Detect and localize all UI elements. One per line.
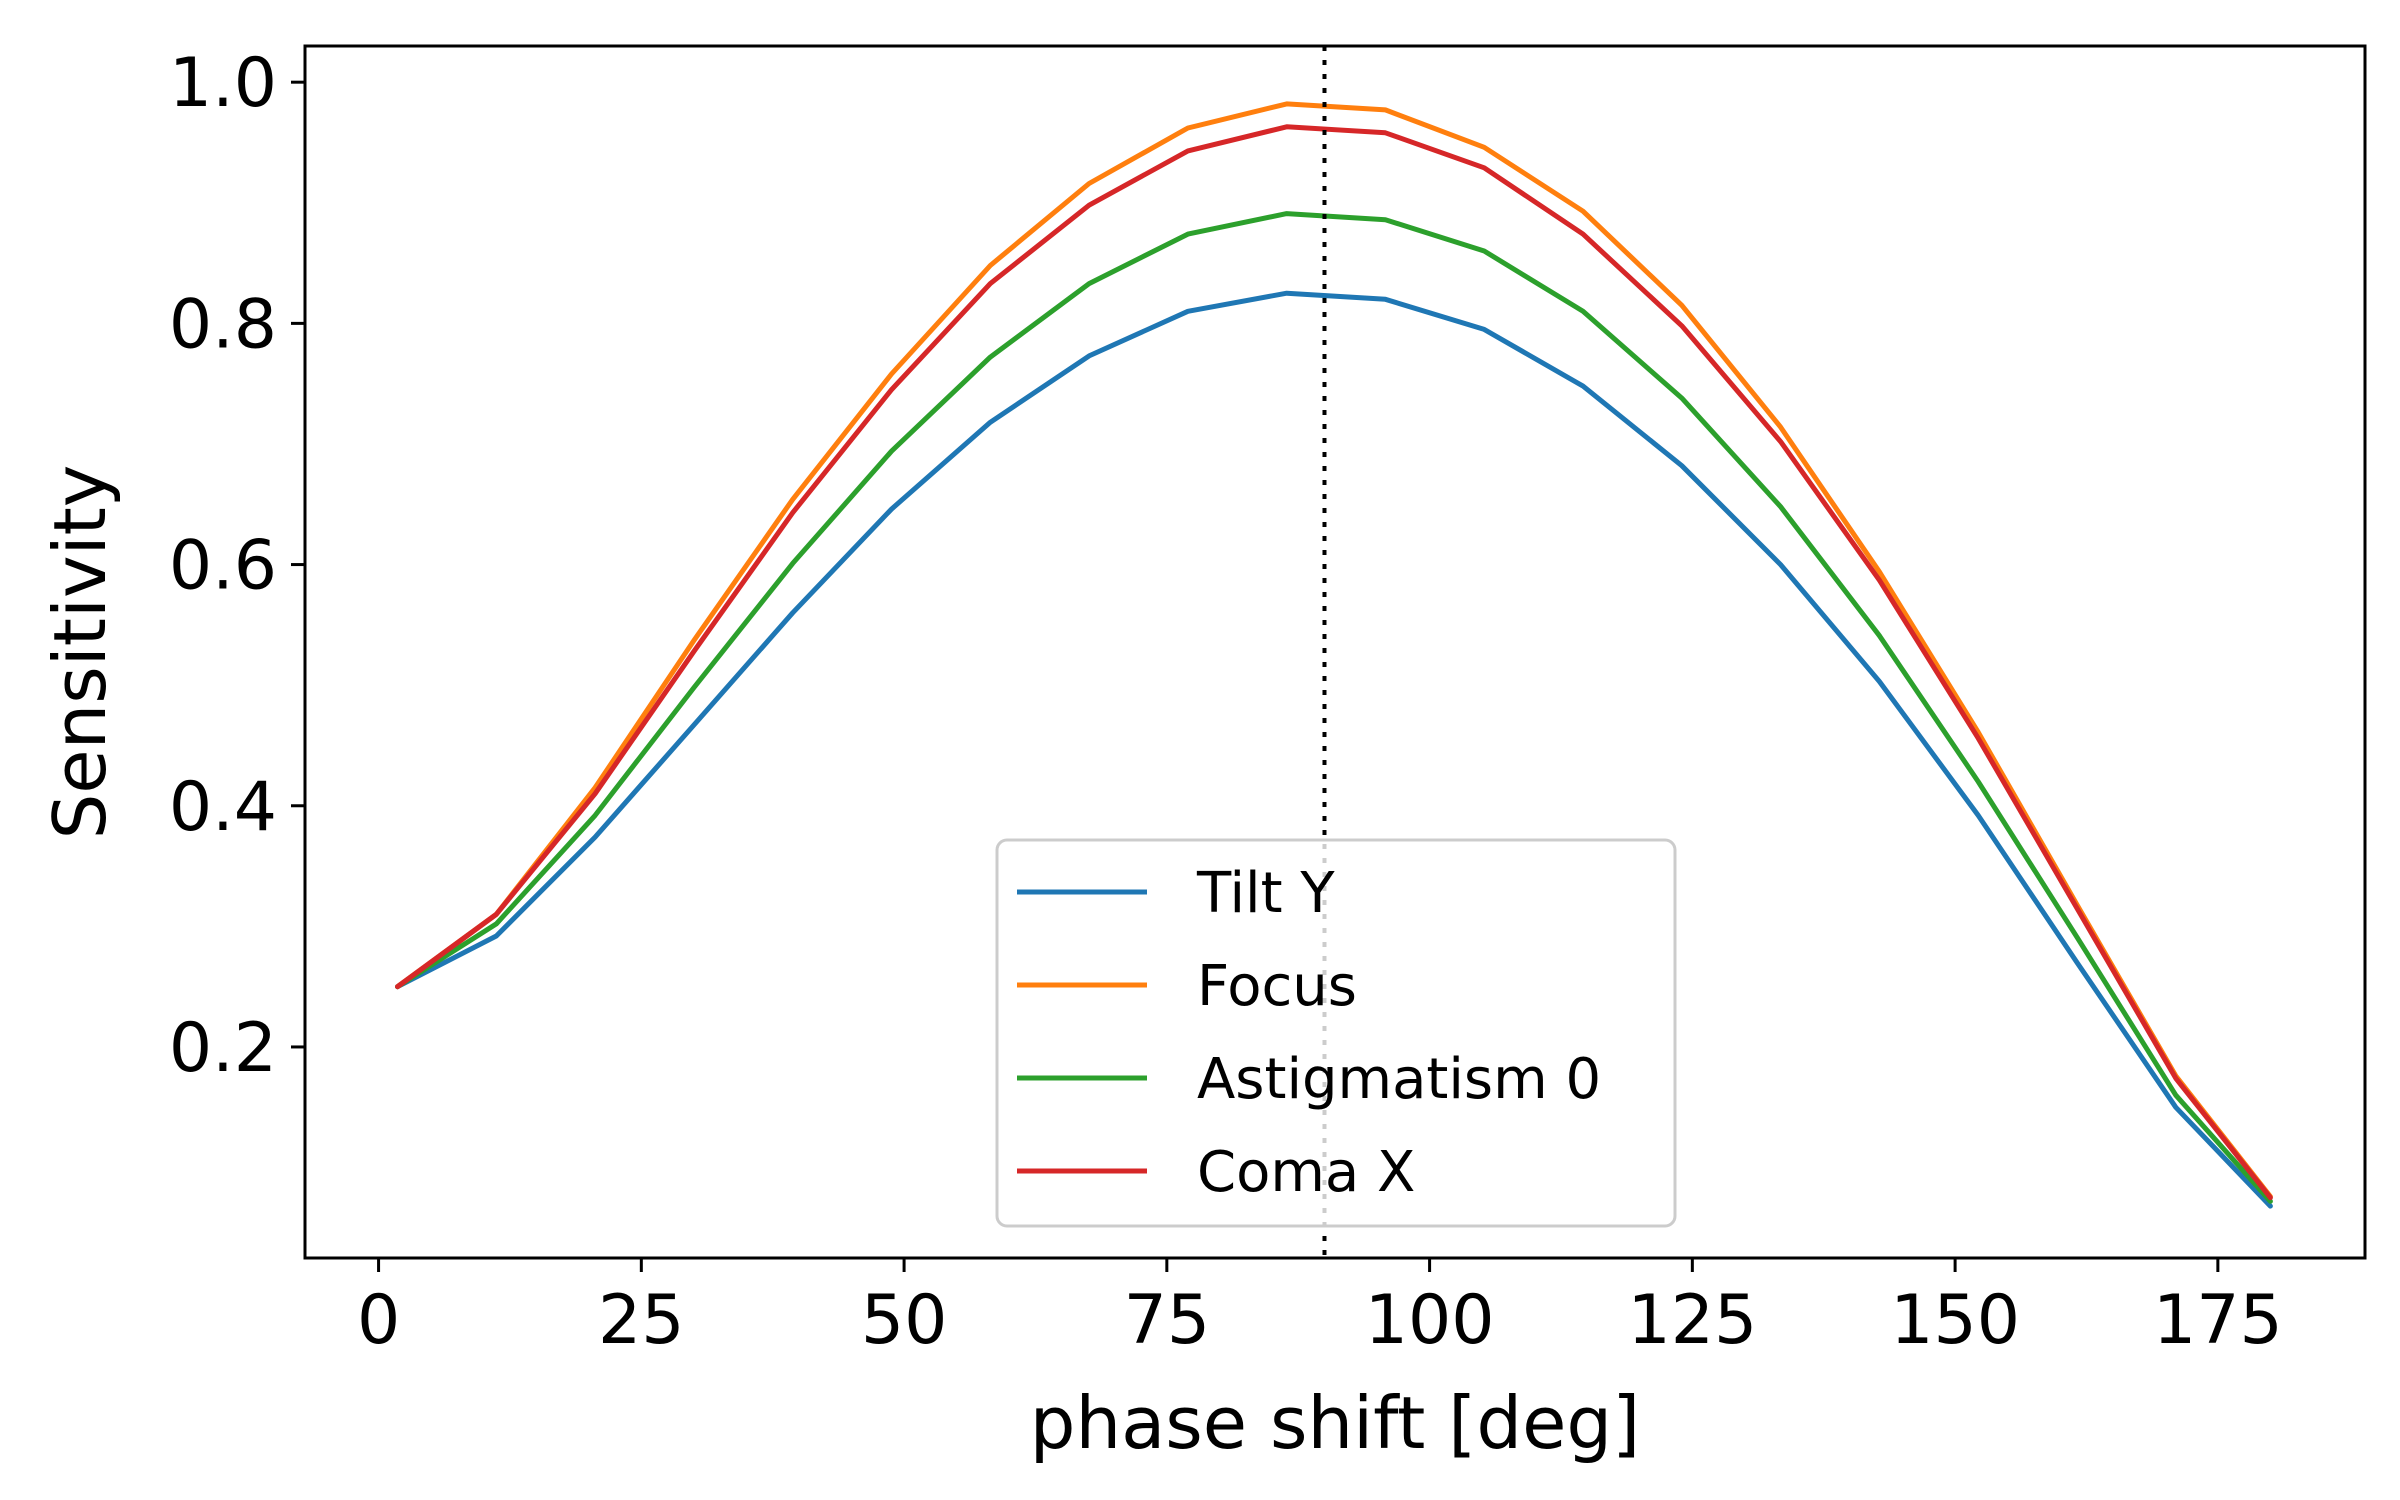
- x-tick-label: 175: [2153, 1281, 2283, 1360]
- series-layer: [395, 101, 2273, 1209]
- plot-frame: [303, 44, 2367, 1260]
- y-tick-label: 0.6: [169, 527, 277, 606]
- x-tick-label: 150: [1890, 1281, 2020, 1360]
- series-line-2: [395, 211, 2273, 1204]
- y-tick-label: 0.2: [169, 1009, 277, 1088]
- y-axis-label: Sensitivity: [38, 465, 122, 840]
- y-tick-label: 0.8: [169, 285, 277, 364]
- y-axis: 0.2 0.4 0.6 0.8 1.0: [169, 44, 305, 1088]
- x-axis-label: phase shift [deg]: [1030, 1381, 1640, 1465]
- x-tick-label: 25: [598, 1281, 685, 1360]
- x-tick-label: 100: [1365, 1281, 1495, 1360]
- x-axis: 0 25 50 75 100 125 150 175: [357, 1258, 2283, 1360]
- x-tick-label: 50: [861, 1281, 948, 1360]
- y-tick-label: 1.0: [169, 44, 277, 123]
- x-tick-label: 125: [1627, 1281, 1757, 1360]
- legend-box: [995, 838, 1677, 1228]
- x-tick-label: 0: [357, 1281, 400, 1360]
- series-line-3: [395, 124, 2273, 1201]
- legend: Tilt Y Focus Astigmatism 0 Coma X: [995, 838, 1677, 1228]
- series-line-1: [395, 101, 2273, 1199]
- legend-label: Tilt Y: [1196, 861, 1335, 926]
- series-line-0: [395, 290, 2273, 1209]
- x-tick-label: 75: [1124, 1281, 1211, 1360]
- legend-label: Astigmatism 0: [1197, 1047, 1601, 1112]
- legend-label: Focus: [1197, 954, 1357, 1019]
- legend-label: Coma X: [1197, 1140, 1415, 1205]
- y-tick-label: 0.4: [169, 768, 277, 847]
